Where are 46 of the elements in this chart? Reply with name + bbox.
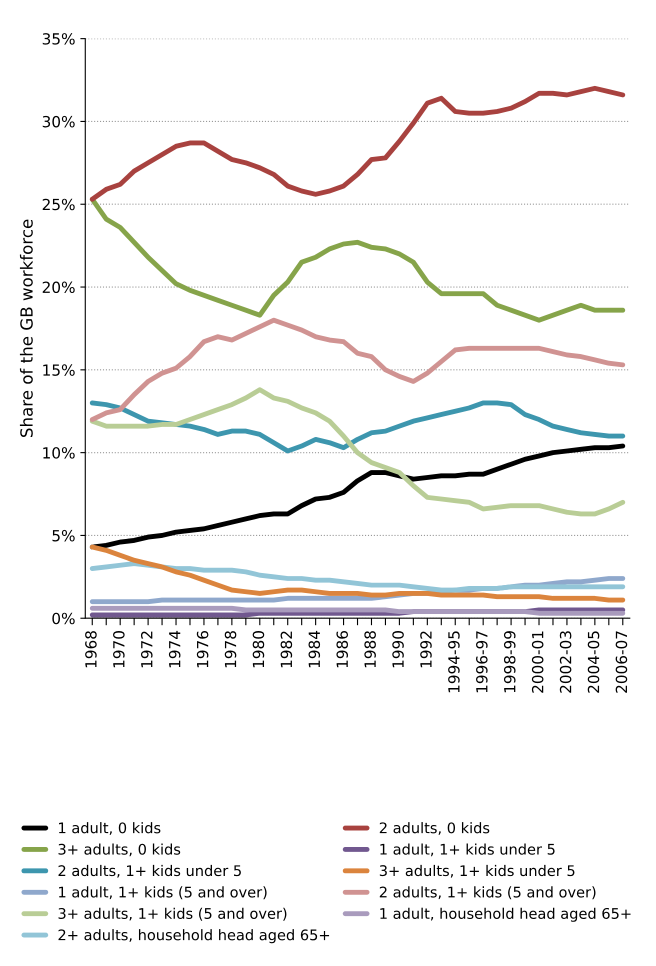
x-tick-label: 1994-95 (448, 631, 460, 692)
y-tick-label: 30% (42, 116, 75, 128)
y-axis-title: Share of the GB workforce (20, 220, 33, 438)
legend-label: 1 adult, 0 kids (59, 822, 160, 835)
legend-label: 3+ adults, 1+ kids under 5 (380, 864, 574, 878)
x-tick-label: 1968 (85, 631, 97, 668)
x-tick-label: 1998-99 (504, 631, 516, 692)
line-series (90, 561, 626, 593)
x-tick-label: 1974 (168, 630, 180, 668)
legend-label: 2 adults, 0 kids (380, 822, 490, 835)
x-tick-label: 1990 (392, 631, 404, 668)
y-tick-label: 20% (42, 282, 75, 294)
legend-label: 2 adults, 1+ kids under 5 (58, 864, 241, 878)
y-tick-label: 35% (42, 33, 75, 45)
legend-label: 1 adult, household head aged 65+ (380, 908, 631, 922)
line-series (90, 86, 626, 202)
legend-label: 3+ adults, 1+ kids (5 and over) (58, 908, 286, 921)
y-tick-label: 25% (42, 198, 75, 210)
x-tick-label: 1980 (252, 631, 264, 668)
line-series (90, 544, 626, 602)
legend-label: 1 adult, 1+ kids under 5 (380, 843, 555, 856)
y-tick-label: 15% (43, 364, 75, 376)
x-tick-label: 2000-01 (532, 631, 544, 693)
x-tick-label: 1978 (224, 631, 236, 668)
legend-label: 3+ adults, 0 kids (58, 843, 180, 856)
line-series (90, 387, 626, 516)
x-tick-label: 2002-03 (560, 631, 572, 693)
y-tick-label: 10% (43, 447, 75, 459)
y-tick-label: 0% (52, 612, 75, 624)
line-series (90, 318, 626, 422)
x-tick-label: 1992 (420, 632, 432, 668)
x-tick-label: 1984 (308, 630, 320, 668)
x-tick-label: 1976 (196, 631, 208, 668)
x-tick-label: 2006-07 (616, 631, 628, 693)
x-tick-label: 1986 (336, 631, 348, 668)
y-tick-label: 5% (52, 530, 75, 542)
legend-label: 2+ adults, household head aged 65+ (58, 929, 330, 944)
legend-label: 1 adult, 1+ kids (5 and over) (59, 886, 267, 900)
x-tick-label: 1988 (364, 631, 376, 668)
x-tick-label: 1970 (113, 631, 125, 668)
x-tick-label: 1972 (140, 632, 153, 668)
line-series (90, 400, 626, 454)
x-tick-label: 1982 (280, 632, 292, 668)
x-tick-label: 1996-97 (476, 631, 488, 692)
x-tick-label: 2004-05 (588, 631, 600, 693)
legend-label: 2 adults, 1+ kids (5 and over) (380, 886, 596, 900)
